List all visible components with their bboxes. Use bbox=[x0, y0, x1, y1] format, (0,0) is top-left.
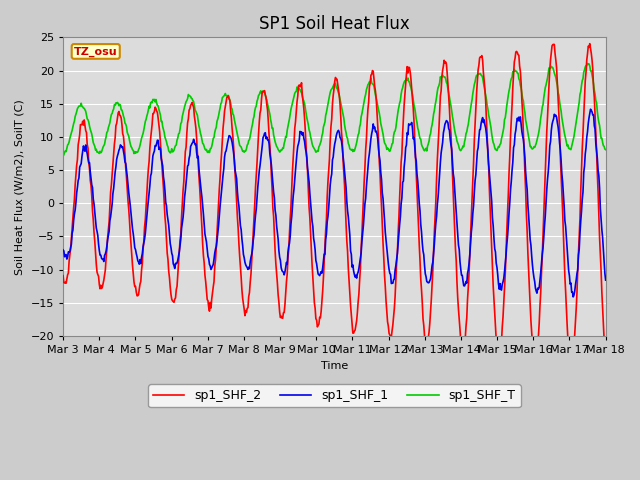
sp1_SHF_2 bbox=[416, 257, 424, 263]
Y-axis label: Soil Heat Flux (W/m2), SoilT (C): Soil Heat Flux (W/m2), SoilT (C) bbox=[15, 99, 25, 275]
sp1_SHF_T bbox=[602, 147, 609, 153]
Title: SP1 Soil Heat Flux: SP1 Soil Heat Flux bbox=[259, 15, 410, 33]
sp1_SHF_1 bbox=[602, 277, 609, 283]
X-axis label: Time: Time bbox=[321, 360, 348, 371]
sp1_SHF_2 bbox=[180, 179, 188, 184]
sp1_SHF_2 bbox=[400, 102, 408, 108]
sp1_SHF_T bbox=[60, 153, 67, 159]
sp1_SHF_2 bbox=[209, 290, 216, 296]
sp1_SHF_2 bbox=[69, 216, 77, 221]
sp1_SHF_1 bbox=[209, 263, 216, 269]
sp1_SHF_1 bbox=[587, 107, 595, 112]
sp1_SHF_2 bbox=[602, 349, 609, 355]
sp1_SHF_2 bbox=[568, 360, 576, 366]
sp1_SHF_1 bbox=[416, 208, 424, 214]
sp1_SHF_2 bbox=[60, 273, 67, 278]
Line: sp1_SHF_T: sp1_SHF_T bbox=[63, 63, 605, 156]
Text: TZ_osu: TZ_osu bbox=[74, 46, 118, 57]
sp1_SHF_T bbox=[125, 133, 132, 139]
sp1_SHF_T bbox=[400, 79, 408, 85]
sp1_SHF_T bbox=[209, 140, 216, 146]
sp1_SHF_T bbox=[416, 135, 424, 141]
Legend: sp1_SHF_2, sp1_SHF_1, sp1_SHF_T: sp1_SHF_2, sp1_SHF_1, sp1_SHF_T bbox=[148, 384, 520, 407]
Line: sp1_SHF_2: sp1_SHF_2 bbox=[63, 44, 605, 363]
sp1_SHF_T bbox=[69, 124, 77, 130]
sp1_SHF_1 bbox=[570, 294, 577, 300]
sp1_SHF_1 bbox=[400, 164, 408, 170]
sp1_SHF_1 bbox=[180, 206, 188, 212]
sp1_SHF_2 bbox=[586, 41, 594, 47]
sp1_SHF_1 bbox=[60, 247, 67, 253]
sp1_SHF_2 bbox=[125, 206, 132, 212]
Line: sp1_SHF_1: sp1_SHF_1 bbox=[63, 109, 605, 297]
sp1_SHF_1 bbox=[125, 190, 132, 195]
sp1_SHF_1 bbox=[69, 228, 77, 233]
sp1_SHF_T bbox=[180, 107, 188, 113]
sp1_SHF_T bbox=[584, 60, 591, 66]
